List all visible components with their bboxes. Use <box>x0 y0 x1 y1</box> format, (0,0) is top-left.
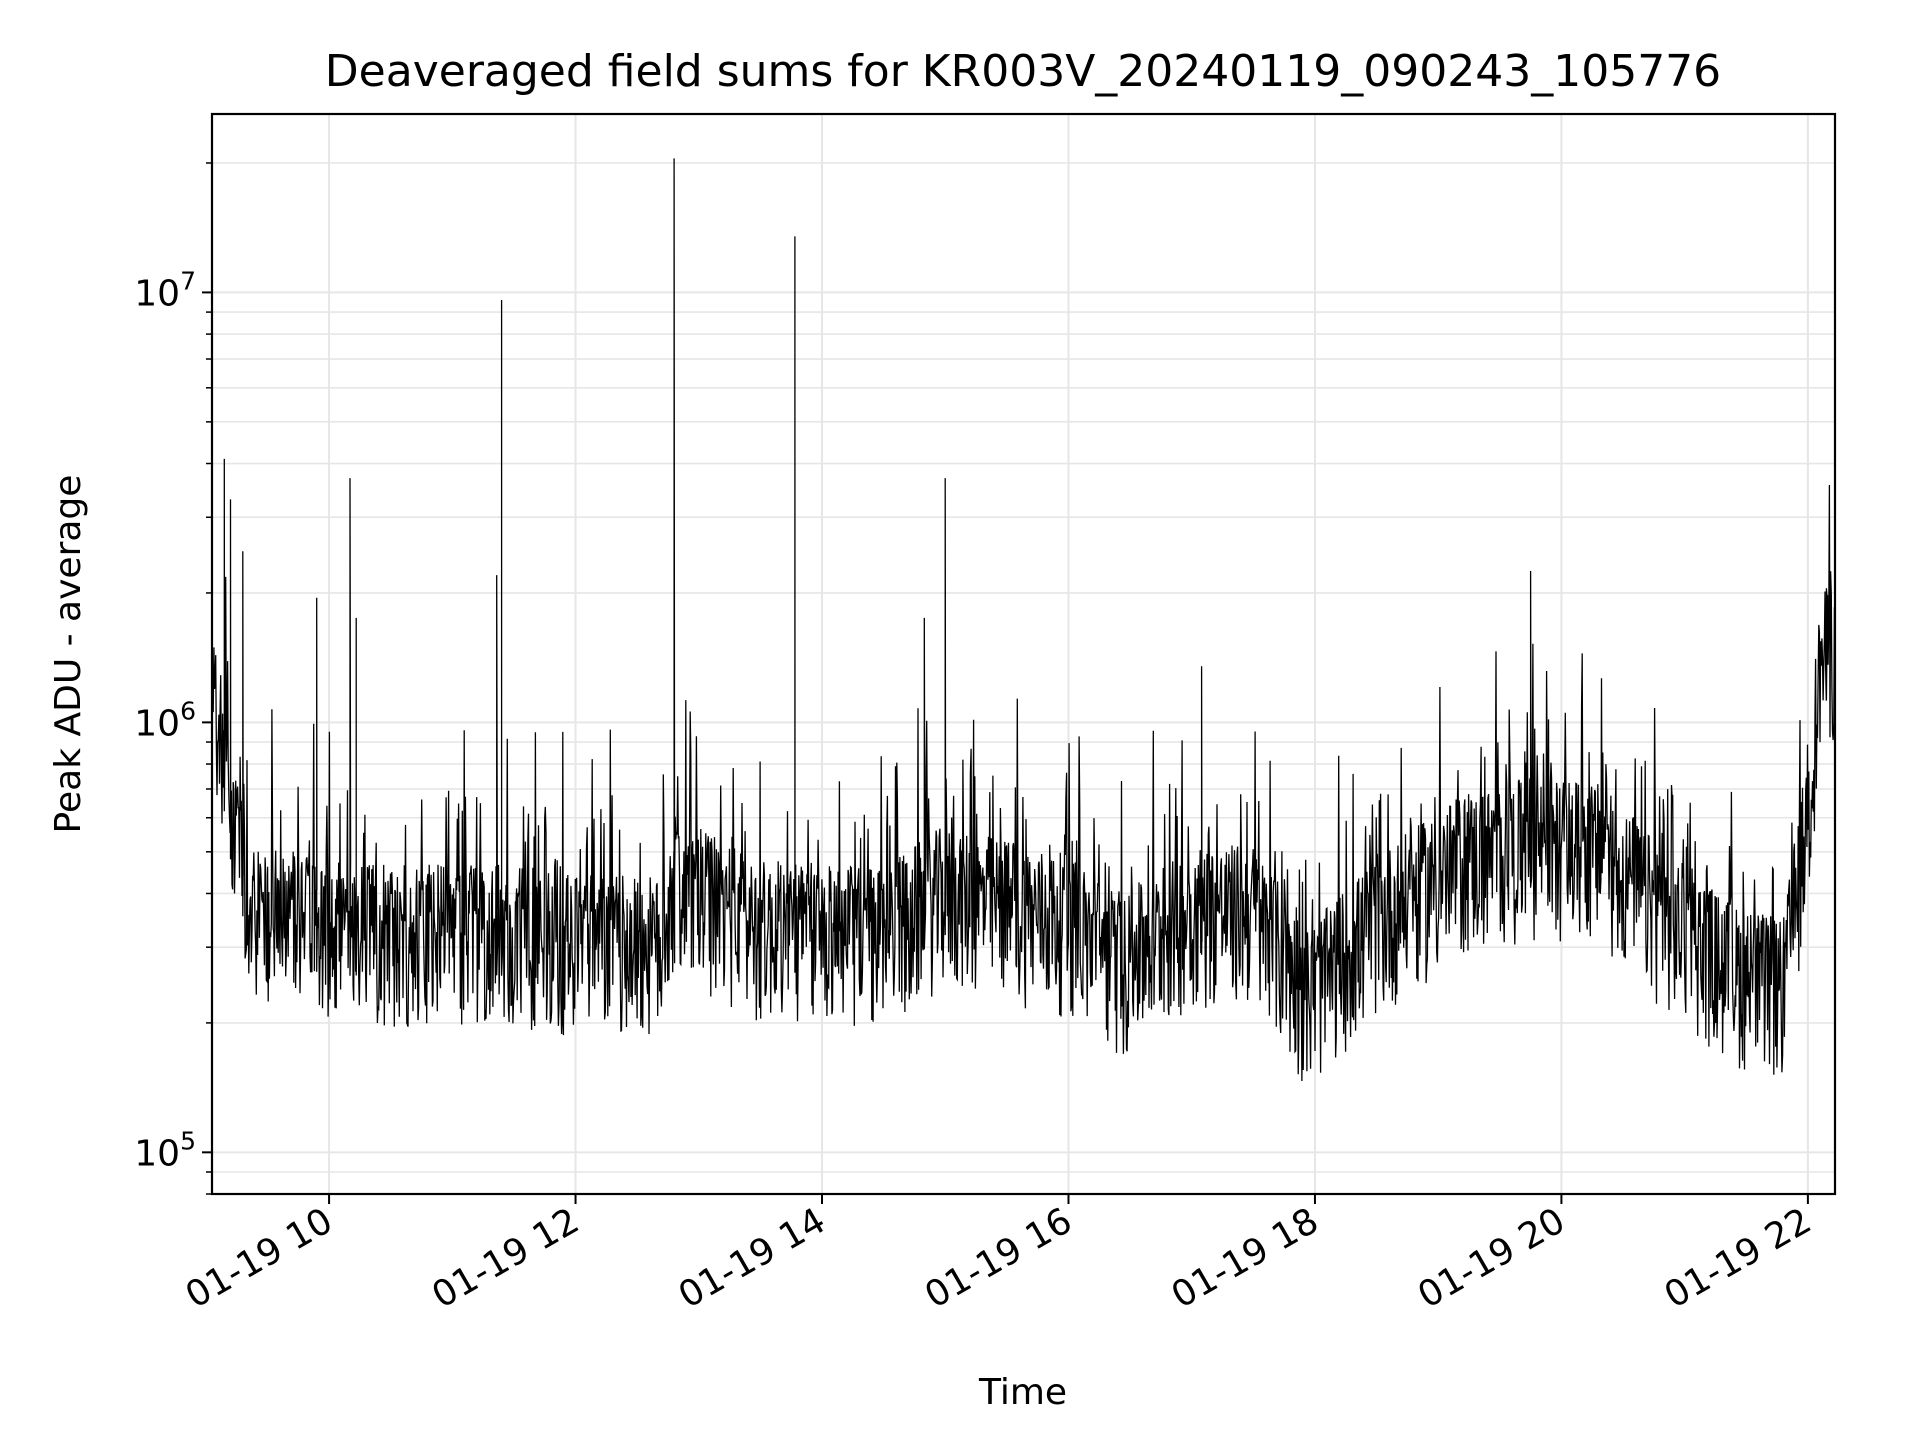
x-axis-label: Time <box>978 1372 1067 1413</box>
plot-frame <box>210 112 1837 1196</box>
y-axis-label: Peak ADU - average <box>48 475 89 834</box>
y-ticks: 105 106 107 <box>134 162 212 1195</box>
y-tick-label: 105 <box>134 1126 196 1174</box>
x-gridlines <box>328 114 1809 1194</box>
series-line <box>211 158 1836 1082</box>
chart-title: Deaveraged field sums for KR003V_2024011… <box>325 46 1721 97</box>
y-tick-label: 106 <box>134 696 196 744</box>
y-tick-label: 107 <box>134 266 196 314</box>
